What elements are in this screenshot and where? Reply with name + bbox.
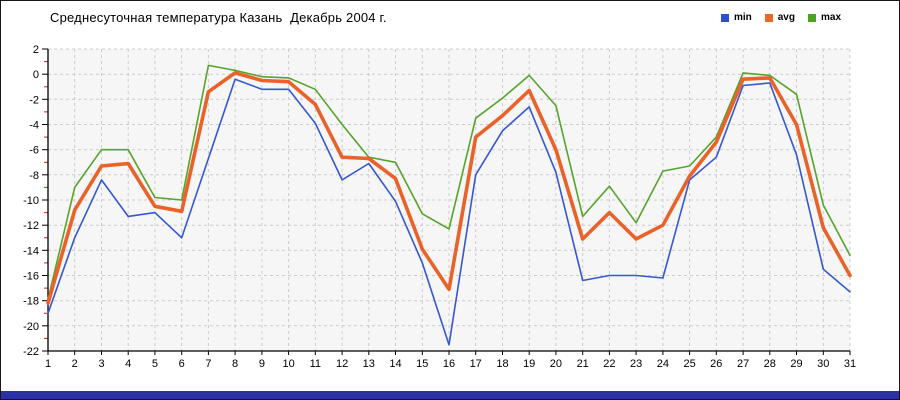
y-axis-label: -4: [29, 120, 39, 132]
legend-item-min[interactable]: min: [720, 12, 752, 23]
y-axis-label: -2: [29, 94, 39, 106]
x-axis-label: 23: [630, 358, 642, 370]
y-axis-label: -14: [23, 245, 39, 257]
legend-label-avg: avg: [777, 12, 795, 23]
legend-item-max[interactable]: max: [807, 12, 841, 23]
max-series-swatch-icon: [807, 13, 816, 22]
page-title: Среднесуточная температура Казань Декабр…: [50, 10, 387, 25]
max-series-line: [47, 64, 851, 301]
avg-series-swatch-icon: [764, 13, 773, 22]
x-axis-label: 20: [550, 358, 562, 370]
y-axis-label: -12: [23, 220, 39, 232]
x-axis-label: 1: [45, 358, 51, 370]
x-axis-label: 24: [657, 358, 669, 370]
y-axis-label: -20: [23, 321, 39, 333]
x-axis-label: 28: [764, 358, 776, 370]
legend-label-max: max: [820, 12, 841, 23]
footer-bar: [1, 391, 899, 399]
y-axis-label: 0: [33, 69, 39, 81]
y-axis-label: -6: [29, 145, 39, 157]
x-axis-label: 30: [817, 358, 829, 370]
x-axis-label: 10: [282, 358, 294, 370]
x-axis-label: 29: [790, 358, 802, 370]
y-axis-label: -16: [23, 271, 39, 283]
x-axis-label: 12: [336, 358, 348, 370]
x-axis-label: 17: [470, 358, 482, 370]
min-series-swatch-icon: [720, 13, 729, 22]
x-axis-label: 27: [737, 358, 749, 370]
x-axis-label: 6: [179, 358, 185, 370]
y-axis-label: -10: [23, 195, 39, 207]
temperature-line-chart: 20-2-4-6-8-10-12-14-16-18-20-221 2 3 4 5 6 7 8 9…: [23, 44, 856, 370]
x-axis-label: 31: [844, 358, 856, 370]
x-axis-label: 18: [496, 358, 508, 370]
legend-label-min: min: [733, 12, 752, 23]
x-axis-label: 25: [683, 358, 695, 370]
x-axis-label: 7: [205, 358, 211, 370]
x-axis-label: 11: [310, 358, 321, 370]
x-axis-label: 9: [259, 358, 265, 370]
x-axis-label: 15: [416, 358, 428, 370]
legend-item-avg[interactable]: avg: [764, 12, 795, 23]
x-axis-label: 5: [152, 358, 158, 370]
x-axis-label: 22: [603, 358, 615, 370]
avg-series-line: [46, 71, 852, 306]
x-axis-label: 21: [577, 358, 589, 370]
x-axis-label: 8: [232, 358, 238, 370]
min-series-line: [47, 78, 851, 346]
x-axis-label: 26: [710, 358, 722, 370]
x-axis-label: 3: [98, 358, 104, 370]
x-axis-label: 2: [72, 358, 78, 370]
chart-legend: min avg max: [720, 12, 841, 23]
x-axis-label: 19: [523, 358, 535, 370]
x-axis-label: 14: [389, 358, 401, 370]
x-axis-label: 16: [443, 358, 455, 370]
x-axis-label: 4: [125, 358, 131, 370]
x-axis-label: 13: [363, 358, 375, 370]
y-axis-label: 2: [33, 44, 39, 56]
y-axis-label: -22: [23, 346, 39, 358]
y-axis-label: -8: [29, 170, 39, 182]
y-axis-label: -18: [23, 296, 39, 308]
